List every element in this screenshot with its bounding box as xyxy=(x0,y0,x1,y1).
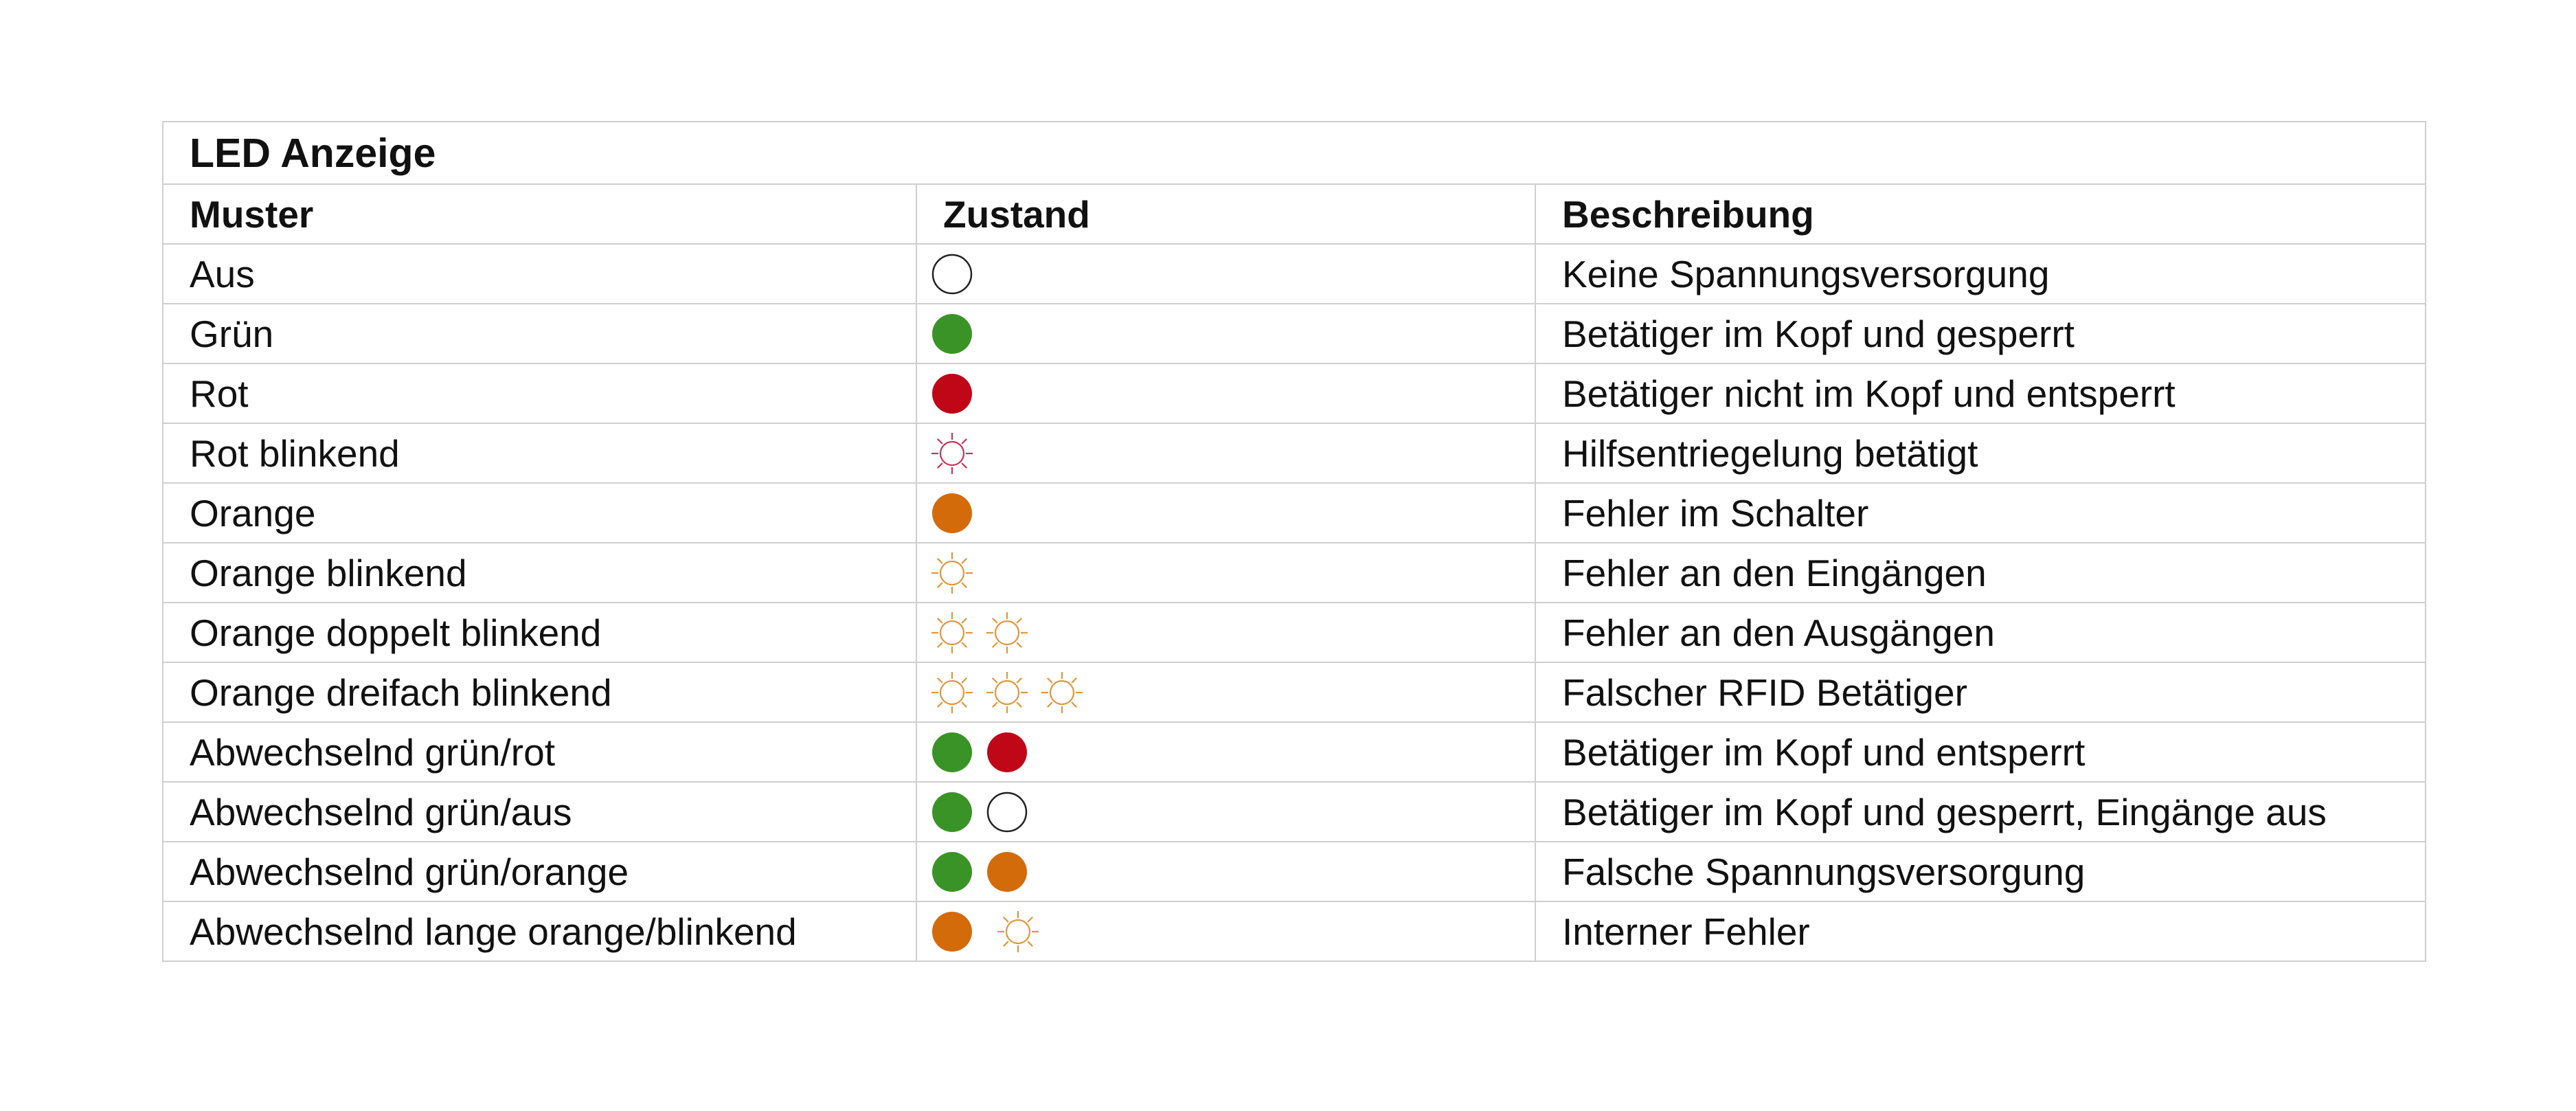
led-sequence xyxy=(931,850,1535,894)
description-cell: Fehler im Schalter xyxy=(1534,482,2427,543)
pattern-cell: Orange xyxy=(162,482,917,543)
table-row: Orange doppelt blinkend Fehler an den Aus… xyxy=(162,602,2427,663)
pattern-cell: Orange doppelt blinkend xyxy=(162,602,917,663)
table-row: Abwechselnd lange orange/blinkend Interne… xyxy=(162,901,2427,962)
led-sequence xyxy=(931,431,1535,475)
led-orange-blink-icon xyxy=(1041,671,1083,714)
description-cell: Betätiger im Kopf und entsperrt xyxy=(1534,721,2427,783)
description-cell: Fehler an den Eingängen xyxy=(1534,542,2427,603)
pattern-cell: Abwechselnd grün/orange xyxy=(162,841,917,902)
led-red-icon xyxy=(986,731,1028,774)
led-sequence xyxy=(931,252,1535,296)
table-row: Orange dreifach blinkend Falscher RFID Be… xyxy=(162,662,2427,723)
table-row: Abwechselnd grün/orange Falsche Spannungs… xyxy=(162,841,2427,902)
led-green-icon xyxy=(931,731,973,774)
pattern-cell: Aus xyxy=(162,243,917,304)
led-green-icon xyxy=(931,313,973,355)
description-cell: Fehler an den Ausgängen xyxy=(1534,602,2427,663)
description-cell: Betätiger im Kopf und gesperrt, Eingänge… xyxy=(1534,781,2427,842)
pattern-cell: Rot xyxy=(162,363,917,424)
led-orange-blink-icon xyxy=(931,552,973,594)
state-cell xyxy=(916,542,1536,603)
led-orange-icon xyxy=(931,910,973,953)
table-row: Abwechselnd grün/rot Betätiger im Kopf un… xyxy=(162,721,2427,783)
led-red-icon xyxy=(931,372,973,415)
description-cell: Falscher RFID Betätiger xyxy=(1534,662,2427,723)
pattern-cell: Abwechselnd lange orange/blinkend xyxy=(162,901,917,962)
state-cell xyxy=(916,901,1536,962)
table-row: Orange Fehler im Schalter xyxy=(162,482,2427,543)
led-red-blink-icon xyxy=(931,432,973,475)
description-cell: Betätiger im Kopf und gesperrt xyxy=(1534,303,2427,364)
led-orange-icon xyxy=(986,851,1028,893)
led-sequence xyxy=(931,611,1535,655)
pattern-cell: Rot blinkend xyxy=(162,423,917,484)
pattern-cell: Orange blinkend xyxy=(162,542,917,603)
table-row: Rot Betätiger nicht im Kopf und entsperrt xyxy=(162,363,2427,424)
led-sequence xyxy=(931,372,1535,416)
led-green-icon xyxy=(931,791,973,833)
led-table: LED Anzeige Muster Zustand Beschreibung … xyxy=(161,121,2427,962)
led-orange-blink-icon xyxy=(931,611,973,654)
pattern-cell: Abwechselnd grün/aus xyxy=(162,781,917,842)
led-off-icon xyxy=(986,791,1028,833)
led-sequence xyxy=(931,730,1535,774)
table-row: Grün Betätiger im Kopf und gesperrt xyxy=(162,303,2427,364)
led-sequence xyxy=(931,671,1535,715)
state-cell xyxy=(916,423,1536,484)
state-cell xyxy=(916,482,1536,543)
table-row: Orange blinkend Fehler an den Eingängen xyxy=(162,542,2427,603)
table-title-row: LED Anzeige xyxy=(161,121,2427,185)
description-cell: Hilfsentriegelung betätigt xyxy=(1534,423,2427,484)
table-row: Rot blinkend Hilfsentriegelung betätigt xyxy=(162,423,2427,484)
led-orange-icon xyxy=(931,492,973,535)
header-muster: Muster xyxy=(162,183,917,245)
led-sequence xyxy=(931,312,1535,356)
led-sequence xyxy=(931,551,1535,595)
state-cell xyxy=(916,781,1536,842)
header-beschreibung: Beschreibung xyxy=(1534,183,2427,245)
state-cell xyxy=(916,841,1536,902)
table-row: Aus Keine Spannungsversorgung xyxy=(162,243,2427,304)
description-cell: Keine Spannungsversorgung xyxy=(1534,243,2427,304)
state-cell xyxy=(916,363,1536,424)
state-cell xyxy=(916,602,1536,663)
state-cell xyxy=(916,662,1536,723)
pattern-cell: Abwechselnd grün/rot xyxy=(162,721,917,783)
pattern-cell: Orange dreifach blinkend xyxy=(162,662,917,723)
table-header-row: Muster Zustand Beschreibung xyxy=(162,183,2427,245)
description-cell: Betätiger nicht im Kopf und entsperrt xyxy=(1534,363,2427,424)
led-orange-blink-icon xyxy=(997,910,1039,953)
pattern-cell: Grün xyxy=(162,303,917,364)
led-orange-blink-icon xyxy=(931,671,973,714)
header-zustand: Zustand xyxy=(916,183,1536,245)
led-sequence xyxy=(931,790,1535,834)
table-body: Aus Keine Spannungsversorgung Grün Betätige… xyxy=(162,243,2427,962)
state-cell xyxy=(916,243,1536,304)
led-sequence xyxy=(931,491,1535,535)
led-sequence xyxy=(931,910,1535,954)
led-green-icon xyxy=(931,851,973,893)
state-cell xyxy=(916,721,1536,783)
table-row: Abwechselnd grün/aus Betätiger im Kopf un… xyxy=(162,781,2427,842)
led-orange-blink-icon xyxy=(986,611,1028,654)
description-cell: Interner Fehler xyxy=(1534,901,2427,962)
state-cell xyxy=(916,303,1536,364)
led-off-icon xyxy=(931,253,973,295)
led-orange-blink-icon xyxy=(986,671,1028,714)
description-cell: Falsche Spannungsversorgung xyxy=(1534,841,2427,902)
table-title: LED Anzeige xyxy=(161,121,2427,185)
